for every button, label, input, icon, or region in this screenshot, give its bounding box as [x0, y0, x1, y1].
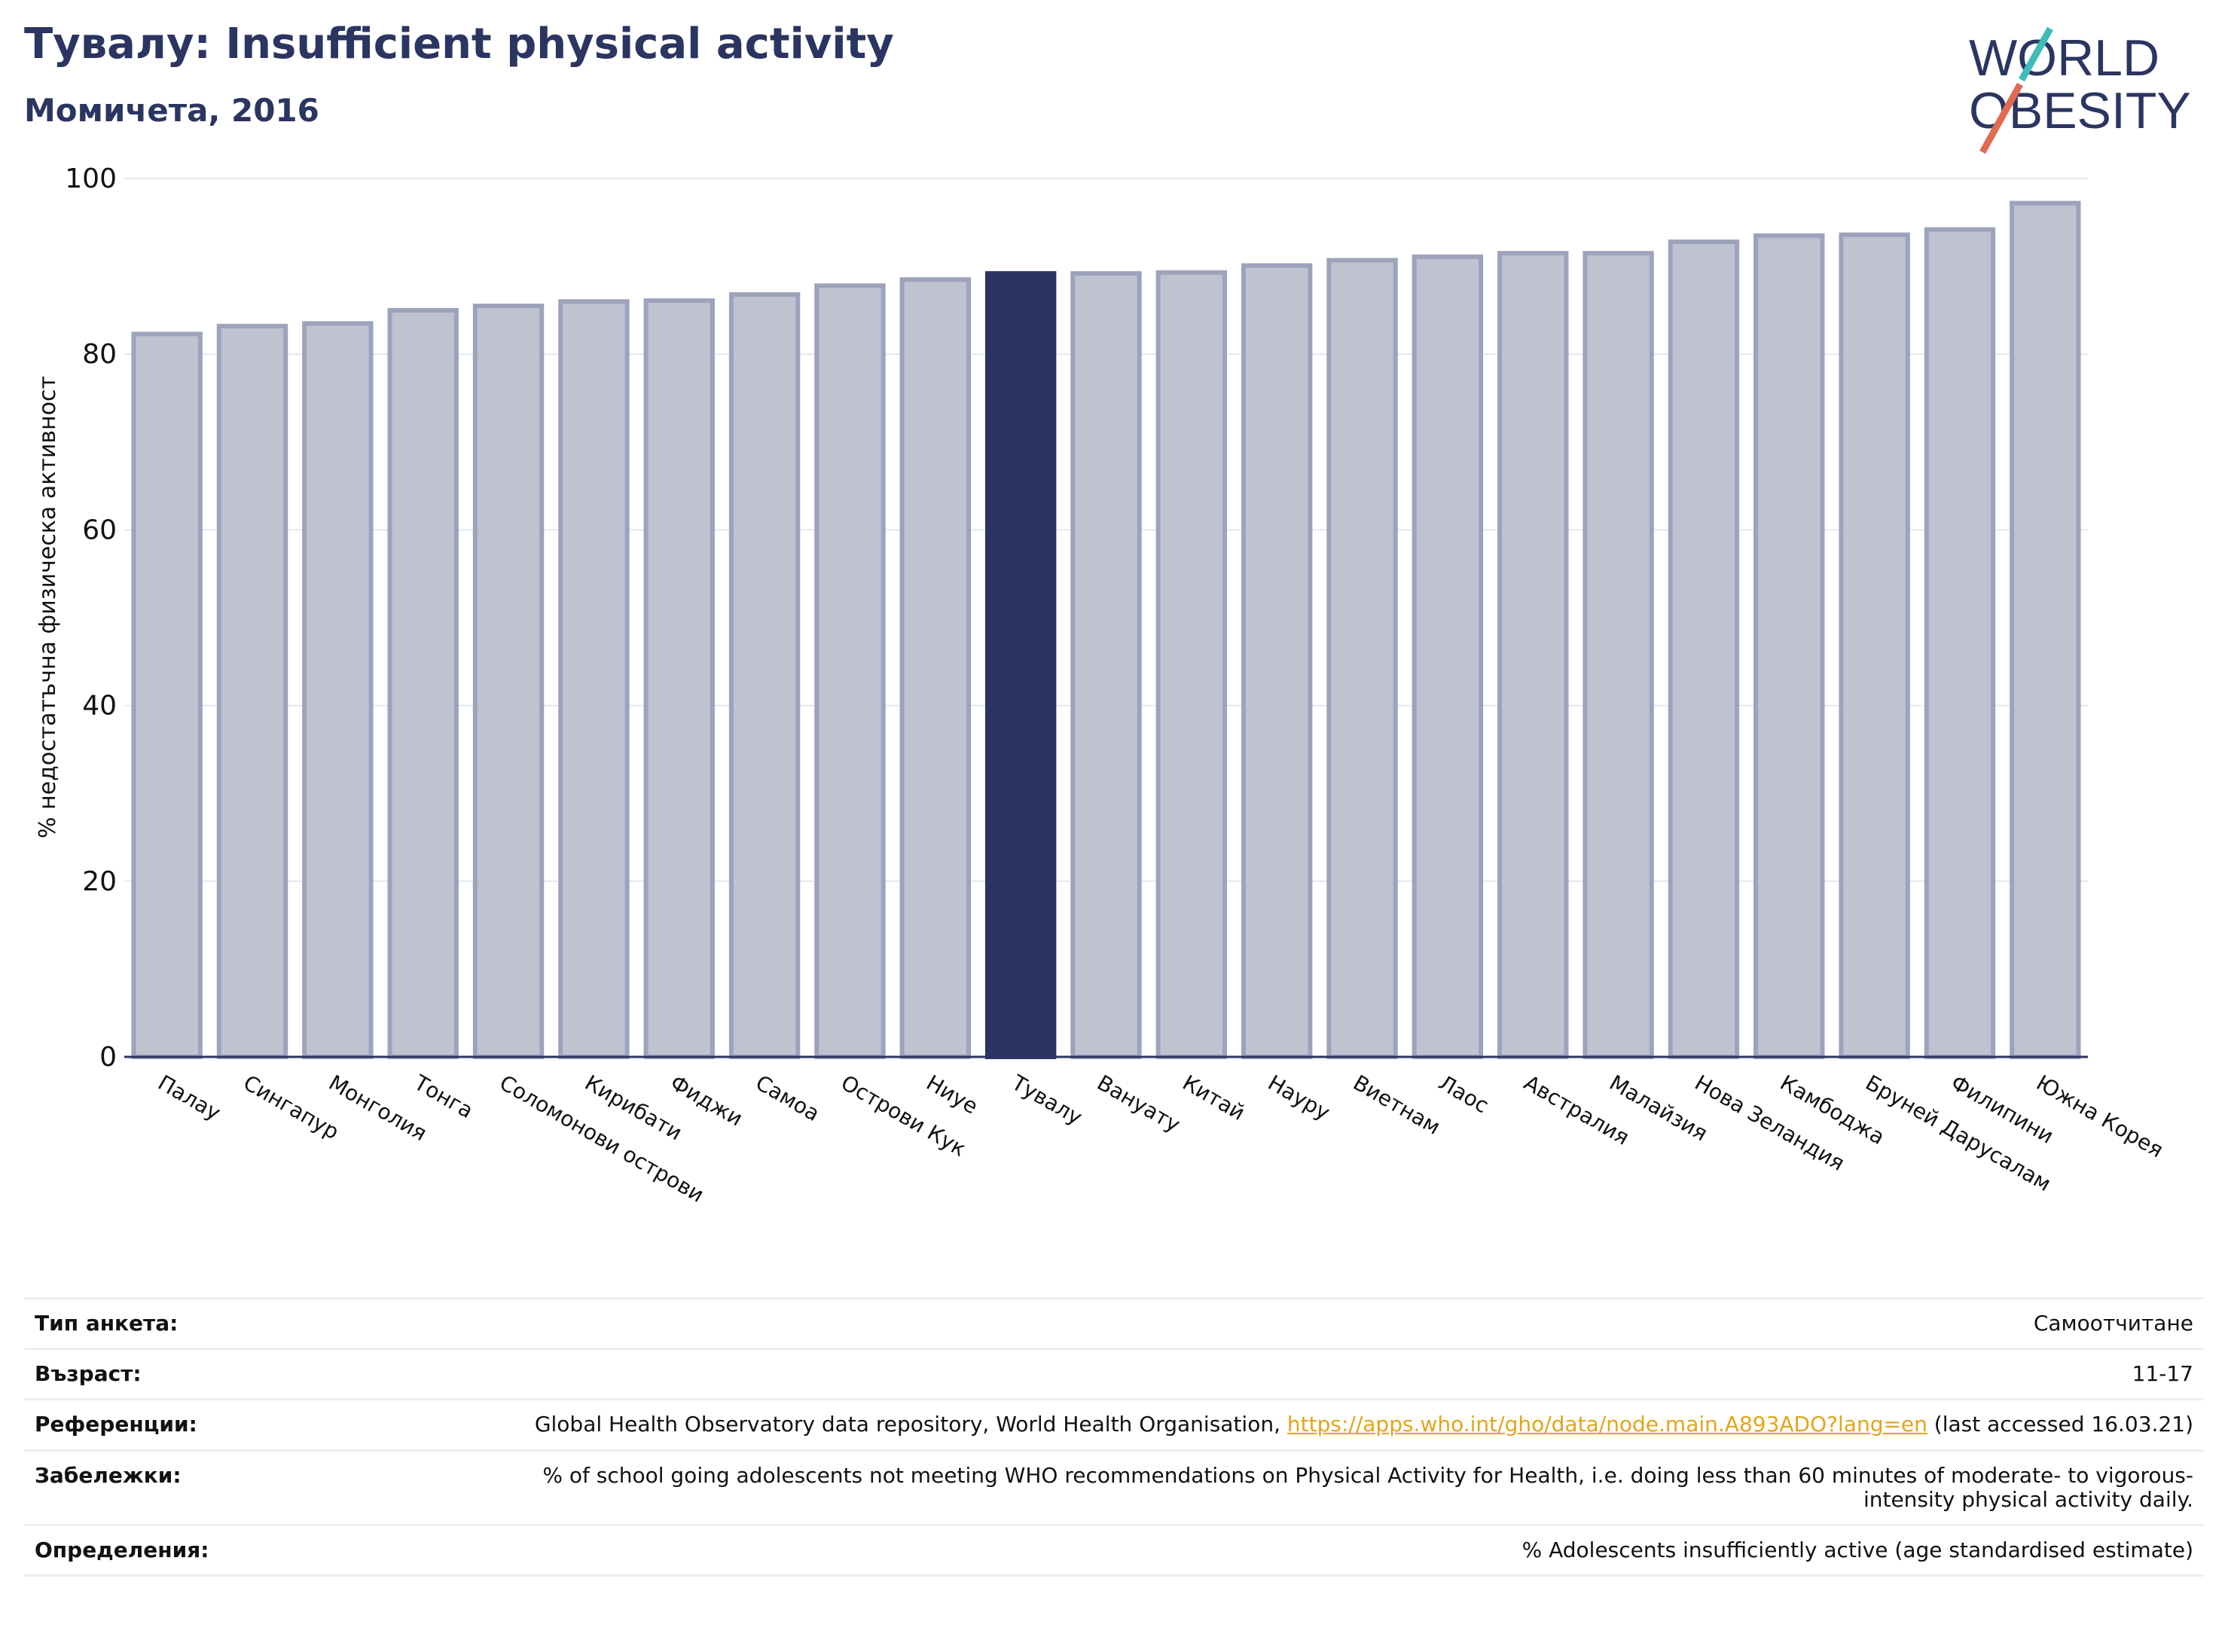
bar	[643, 298, 715, 1060]
info-table: Тип анкета: Самоотчитане Възраст: 11-17 …	[24, 1296, 2204, 1577]
references-link[interactable]: https://apps.who.int/gho/data/node.main.…	[1286, 1412, 1927, 1437]
x-tick-label: Китай	[1178, 1070, 1249, 1125]
chart-subtitle: Момичета, 2016	[24, 92, 319, 129]
y-tick-label: 20	[82, 866, 117, 897]
bar	[1668, 239, 1740, 1059]
definitions-label: Определения:	[24, 1523, 512, 1577]
x-tick-label: Тонга	[409, 1070, 477, 1123]
x-tick-label: Нова Зеландия	[1690, 1070, 1848, 1175]
bar	[1070, 270, 1142, 1060]
definitions-value: % Adolescents insufficiently active (age…	[512, 1523, 2204, 1577]
bars	[131, 200, 2081, 1060]
logo-line1: WORLD	[1969, 29, 2159, 87]
y-axis: 0 20 40 60 80 100	[65, 163, 117, 1073]
age-value: 11-17	[512, 1348, 2204, 1400]
bar	[1582, 251, 1654, 1059]
bar	[131, 331, 203, 1059]
bar	[1326, 258, 1398, 1059]
bar	[728, 292, 801, 1059]
bar	[2010, 200, 2081, 1060]
logo-slash-teal	[2019, 26, 2053, 82]
references-value: Global Health Observatory data repositor…	[512, 1398, 2204, 1451]
x-tick-label: Лаос	[1434, 1070, 1493, 1118]
survey-type-value: Самоотчитане	[512, 1296, 2204, 1349]
x-tick-label: Науру	[1264, 1070, 1335, 1125]
info-row-definitions: Определения: % Adolescents insufficientl…	[24, 1523, 2204, 1577]
y-tick-label: 60	[82, 515, 117, 545]
bar	[387, 307, 459, 1059]
bar	[1924, 227, 1996, 1059]
notes-value: % of school going adolescents not meetin…	[512, 1449, 2204, 1525]
bar	[1753, 233, 1825, 1059]
bar	[1241, 263, 1313, 1060]
bar-highlight	[984, 270, 1057, 1060]
bar	[216, 323, 288, 1059]
x-tick-label: Южна Корея	[2032, 1070, 2168, 1162]
bar	[899, 277, 972, 1060]
info-row-references: Референции: Global Health Observatory da…	[24, 1398, 2204, 1451]
bar	[472, 304, 545, 1059]
bar	[814, 283, 886, 1059]
y-tick-label: 80	[82, 339, 117, 370]
bar	[1412, 254, 1484, 1059]
notes-label: Забележки:	[24, 1449, 512, 1525]
x-tick-label: Виетнам	[1349, 1070, 1445, 1139]
chart-title: Тувалу: Insufficient physical activity	[24, 20, 894, 69]
age-label: Възраст:	[24, 1348, 512, 1400]
info-row-age: Възраст: 11-17	[24, 1348, 2204, 1400]
y-axis-label: % недостатъчна физическа активност	[35, 376, 61, 838]
x-tick-label: Ниуе	[922, 1070, 982, 1119]
x-tick-label: Сингапур	[240, 1070, 343, 1144]
bar	[1155, 270, 1228, 1060]
y-tick-label: 40	[82, 691, 117, 722]
y-tick-label: 0	[99, 1042, 117, 1073]
logo-slash-red	[1979, 82, 2023, 154]
references-label: Референции:	[24, 1398, 512, 1451]
bar	[302, 321, 374, 1059]
info-row-notes: Забележки: % of school going adolescents…	[24, 1449, 2204, 1525]
x-tick-label: Вануату	[1093, 1070, 1185, 1137]
x-tick-label: Палау	[154, 1070, 224, 1125]
survey-type-label: Тип анкета:	[24, 1296, 512, 1349]
y-tick-label: 100	[65, 163, 117, 194]
bar	[1497, 251, 1569, 1059]
references-accessed: (last accessed 16.03.21)	[1927, 1412, 2193, 1437]
references-text: Global Health Observatory data repositor…	[534, 1412, 1287, 1437]
bar	[558, 299, 630, 1059]
x-tick-label: Тувалу	[1007, 1070, 1087, 1130]
world-obesity-logo: WORLD OBESITY	[1969, 26, 2191, 154]
info-row-survey-type: Тип анкета: Самоотчитане	[24, 1296, 2204, 1349]
x-tick-label: Самоа	[752, 1070, 824, 1126]
bar	[1839, 232, 1910, 1059]
